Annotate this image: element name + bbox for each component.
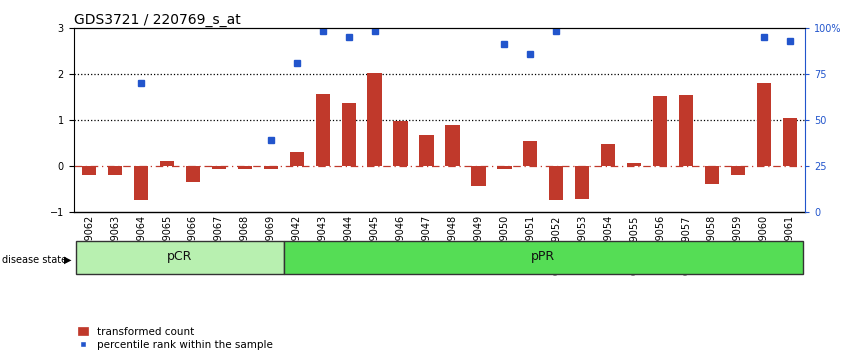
Text: pCR: pCR — [167, 250, 193, 263]
Bar — [238, 166, 252, 169]
Bar — [497, 166, 512, 169]
FancyBboxPatch shape — [76, 241, 284, 274]
Bar — [341, 103, 356, 166]
Bar — [108, 166, 122, 175]
Bar — [82, 166, 96, 175]
Bar — [289, 152, 304, 166]
Bar — [523, 141, 538, 166]
Bar — [212, 166, 226, 169]
Bar — [627, 163, 641, 166]
Bar — [601, 144, 616, 166]
Bar — [705, 166, 719, 184]
Text: pPR: pPR — [531, 250, 555, 263]
Bar — [160, 161, 174, 166]
Text: GDS3721 / 220769_s_at: GDS3721 / 220769_s_at — [74, 13, 241, 27]
Bar — [575, 166, 590, 199]
Bar — [679, 95, 693, 166]
Legend: transformed count, percentile rank within the sample: transformed count, percentile rank withi… — [74, 322, 276, 354]
Bar — [445, 125, 460, 166]
Bar — [186, 166, 200, 183]
Text: disease state: disease state — [2, 255, 67, 265]
Bar — [731, 166, 745, 175]
Bar — [419, 135, 434, 166]
Bar — [315, 94, 330, 166]
Bar — [653, 96, 667, 166]
Bar — [549, 166, 564, 200]
Bar — [757, 82, 771, 166]
Bar — [263, 166, 278, 169]
FancyBboxPatch shape — [284, 241, 803, 274]
Bar — [367, 73, 382, 166]
Bar — [393, 121, 408, 166]
Bar — [783, 118, 797, 166]
Text: ▶: ▶ — [64, 255, 72, 265]
Bar — [134, 166, 148, 200]
Bar — [471, 166, 486, 186]
